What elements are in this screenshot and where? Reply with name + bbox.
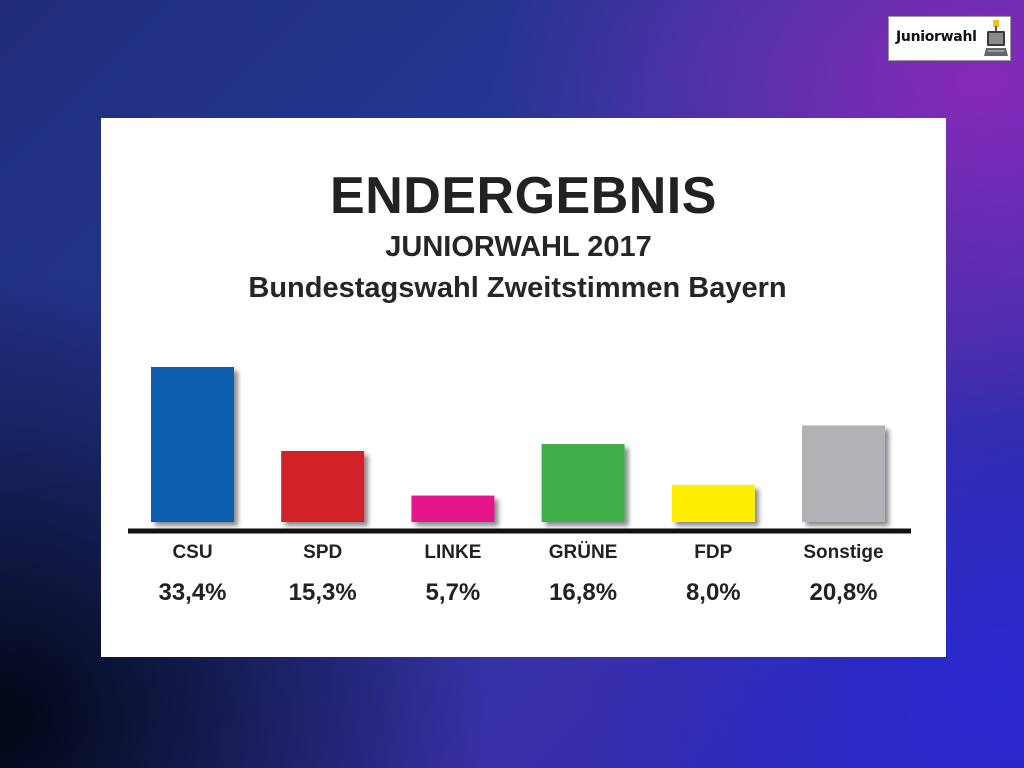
- bar-chart: CSU SPD LINKE GRÜNE FDP Sonstige 33,4% 15,3% 5,…: [128, 367, 911, 606]
- category-label-csu: CSU: [172, 542, 212, 563]
- computer-icon: [984, 20, 1008, 56]
- bar-spd: [281, 450, 365, 522]
- bar-csu: [151, 367, 234, 522]
- value-label-linke: 5,7%: [426, 579, 481, 606]
- bar-gr-ne: [541, 444, 625, 522]
- category-labels-group: CSU SPD LINKE GRÜNE FDP Sonstige: [172, 542, 883, 563]
- bar-linke: [411, 495, 495, 522]
- results-card: ENDERGEBNIS JUNIORWAHL 2017 Bundestagswa…: [101, 118, 946, 657]
- value-label-spd: 15,3%: [289, 579, 357, 606]
- category-label-linke: LINKE: [424, 542, 481, 563]
- chart-subtitle-2: Bundestagswahl Zweitstimmen Bayern: [248, 272, 787, 304]
- chart-subtitle: JUNIORWAHL 2017: [385, 231, 652, 263]
- category-label-sonstige: Sonstige: [803, 542, 883, 563]
- value-label-csu: 33,4%: [158, 579, 226, 606]
- category-label-gr-ne: GRÜNE: [549, 542, 618, 563]
- bar-fdp: [671, 484, 755, 522]
- value-labels-group: 33,4% 15,3% 5,7% 16,8% 8,0% 20,8%: [158, 579, 877, 606]
- value-label-sonstige: 20,8%: [809, 579, 877, 606]
- juniorwahl-logo: Juniorwahl: [888, 16, 1011, 61]
- bars-group: [151, 367, 885, 522]
- chart-title: ENDERGEBNIS: [330, 167, 717, 225]
- value-label-fdp: 8,0%: [686, 579, 741, 606]
- category-label-fdp: FDP: [694, 542, 732, 563]
- bar-sonstige: [802, 425, 885, 522]
- logo-text: Juniorwahl: [896, 29, 977, 45]
- value-label-gr-ne: 16,8%: [549, 579, 617, 606]
- category-label-spd: SPD: [303, 542, 342, 563]
